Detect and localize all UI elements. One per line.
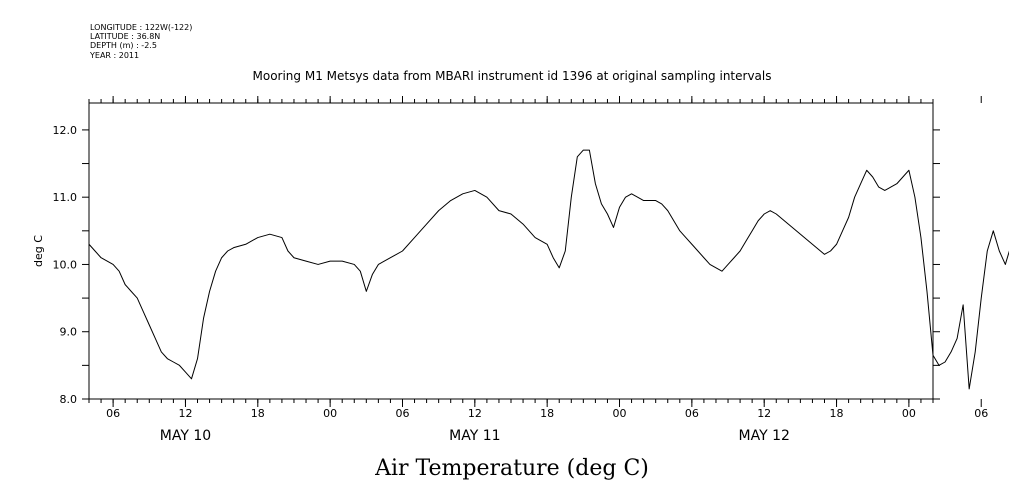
x-hour-label: 00 <box>613 407 627 420</box>
y-tick-label: 10.0 <box>53 258 78 271</box>
x-hour-label: 18 <box>830 407 844 420</box>
meta-longitude: LONGITUDE : 122W(-122) <box>90 23 192 32</box>
x-hour-label: 18 <box>251 407 265 420</box>
x-hour-label: 12 <box>468 407 482 420</box>
hour-minor-ticks <box>88 99 934 403</box>
air-temperature-line <box>88 149 1009 390</box>
y-tick-label: 11.0 <box>53 191 78 204</box>
x-hour-label: 18 <box>540 407 554 420</box>
meta-year: YEAR : 2011 <box>89 51 139 60</box>
x-hour-label: 06 <box>974 407 988 420</box>
y-tick-label: 8.0 <box>60 393 78 406</box>
minor-ticks <box>88 99 934 403</box>
y-tick-label: 12.0 <box>53 124 78 137</box>
x-hour-label: 06 <box>685 407 699 420</box>
y-tick-label: 9.0 <box>60 326 78 339</box>
x-hour-label: 12 <box>757 407 771 420</box>
x-hour-label: 06 <box>106 407 120 420</box>
variable-title: Air Temperature (deg C) <box>374 456 649 481</box>
x-hour-label: 12 <box>178 407 192 420</box>
meta-depth: DEPTH (m) : -2.5 <box>90 41 157 50</box>
x-hour-label: 06 <box>395 407 409 420</box>
x-hour-label: 00 <box>902 407 916 420</box>
x-axis: 0612180006121800061218000612180006121800… <box>106 96 988 444</box>
y-axis-label: deg C <box>32 235 45 267</box>
metadata-block: LONGITUDE : 122W(-122) LATITUDE : 36.8N … <box>89 23 192 60</box>
meta-latitude: LATITUDE : 36.8N <box>90 32 160 41</box>
x-hour-label: 00 <box>323 407 337 420</box>
x-date-label: MAY 11 <box>449 428 500 444</box>
x-date-label: MAY 12 <box>739 428 790 444</box>
chart-title: Mooring M1 Metsys data from MBARI instru… <box>253 69 772 83</box>
series-group <box>88 149 1009 390</box>
x-date-label: MAY 10 <box>160 428 211 444</box>
